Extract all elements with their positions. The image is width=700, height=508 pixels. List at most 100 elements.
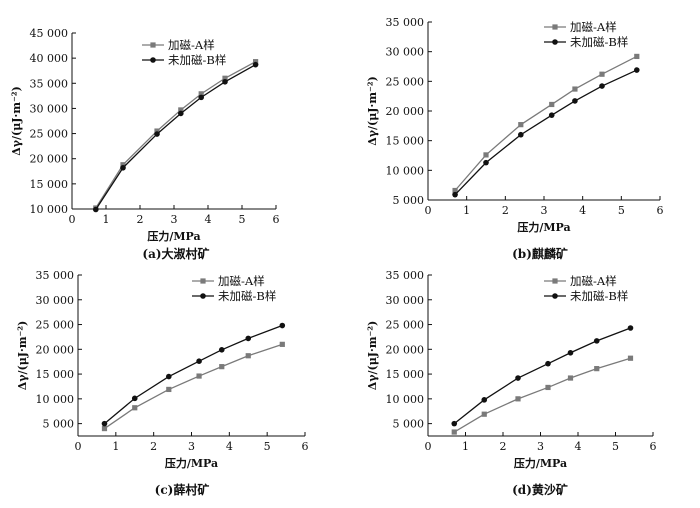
series-line-square (454, 55, 638, 191)
legend-marker-square (150, 42, 156, 48)
y-tick-label: 15 000 (386, 135, 425, 148)
data-point-circle (545, 360, 551, 367)
legend-label: 未加磁-B样 (218, 289, 276, 303)
data-point-square (452, 187, 458, 194)
data-point-square (219, 364, 225, 370)
x-axis-title: 压力/MPa (517, 220, 570, 234)
data-point-circle (178, 110, 184, 117)
series-line-circle (95, 64, 256, 210)
y-tick-label: 5 000 (393, 194, 425, 207)
data-point-circle (154, 131, 160, 137)
data-point-square (549, 101, 555, 108)
data-point-square (198, 91, 204, 97)
data-point-circle (515, 375, 521, 381)
y-tick-label: 15 000 (386, 368, 425, 381)
y-tick-label: 5 000 (43, 418, 75, 431)
x-tick-label: 4 (205, 213, 212, 226)
y-tick-label: 15 000 (36, 368, 75, 381)
x-tick-label: 5 (239, 213, 246, 226)
x-tick-label: 6 (650, 440, 657, 453)
x-tick-label: 1 (462, 440, 469, 453)
y-tick-label: 20 000 (386, 105, 425, 118)
x-tick-label: 0 (75, 440, 82, 453)
data-point-square (154, 128, 160, 134)
data-point-square (518, 122, 524, 128)
legend-label: 未加磁-B样 (168, 53, 226, 67)
data-point-square (627, 355, 634, 361)
y-tick-label: 20 000 (386, 343, 425, 356)
y-tick-label: 35 000 (36, 269, 75, 282)
y-axis-title: Δγ/(μJ·m⁻²) (366, 321, 379, 391)
x-tick-label: 0 (425, 440, 432, 453)
data-point-circle (93, 206, 99, 213)
y-tick-label: 35 000 (386, 16, 425, 29)
data-point-square (166, 386, 172, 393)
data-point-circle (599, 83, 605, 89)
y-axis-title: Δγ/(μJ·m⁻²) (366, 76, 379, 146)
data-point-circle (252, 61, 259, 68)
y-tick-label: 30 000 (386, 46, 425, 59)
legend-marker-circle (200, 293, 206, 299)
x-tick-label: 5 (264, 440, 271, 453)
data-point-square (634, 53, 640, 60)
x-tick-label: 2 (502, 204, 509, 217)
y-tick-label: 30 000 (30, 102, 69, 115)
data-point-circle (483, 159, 489, 166)
data-point-circle (245, 335, 252, 342)
legend-marker-square (552, 278, 558, 284)
panel-d: 0 1 2 3 4 5 6 5 000 10 000 15 000 20 000 25 000 30 0… (366, 269, 657, 497)
panel-caption: (d)黄沙矿 (512, 482, 568, 497)
series-line-circle (454, 69, 638, 196)
y-tick-label: 20 000 (30, 153, 69, 166)
y-tick-label: 30 000 (386, 294, 425, 307)
panel-c: 0 1 2 3 4 5 6 5 000 10 000 15 000 20 000 25 000 30 0… (16, 269, 309, 497)
x-tick-label: 3 (541, 204, 548, 217)
x-axis-title: 压力/MPa (514, 456, 567, 470)
x-tick-label: 4 (579, 204, 586, 217)
data-point-square (567, 375, 574, 381)
y-tick-label: 20 000 (36, 343, 75, 356)
y-tick-label: 25 000 (36, 319, 75, 332)
data-point-circle (452, 191, 458, 198)
y-tick-label: 10 000 (386, 393, 425, 406)
data-point-circle (196, 358, 202, 364)
x-tick-label: 6 (657, 204, 664, 217)
x-axis-title: 压力/MPa (165, 456, 218, 470)
y-tick-label: 25 000 (30, 128, 69, 141)
legend-marker-circle (150, 57, 156, 63)
series-line-circle (104, 324, 283, 425)
data-point-circle (567, 349, 574, 356)
data-point-square (483, 152, 489, 158)
legend-marker-circle (552, 39, 558, 45)
y-axis-title: Δγ/(μJ·m⁻²) (16, 321, 29, 391)
x-tick-label: 3 (171, 213, 178, 226)
data-point-square (101, 425, 108, 432)
legend-label: 加磁-A样 (168, 38, 215, 52)
data-point-circle (120, 164, 126, 171)
data-point-square (572, 86, 578, 92)
data-point-square (222, 75, 228, 81)
y-tick-label: 45 000 (30, 27, 69, 40)
x-tick-label: 3 (188, 440, 195, 453)
legend-marker-circle (552, 293, 558, 299)
y-tick-label: 35 000 (386, 269, 425, 282)
legend-label: 加磁-A样 (570, 20, 617, 34)
x-tick-label: 4 (575, 440, 582, 453)
data-point-circle (101, 420, 108, 427)
legend-label: 加磁-A样 (570, 274, 617, 288)
y-tick-label: 30 000 (36, 294, 75, 307)
x-tick-label: 5 (612, 440, 619, 453)
x-tick-label: 2 (150, 440, 157, 453)
data-point-circle (218, 347, 225, 353)
data-point-circle (548, 112, 555, 118)
panel-a: 0 1 2 3 4 5 6 10 000 15 000 20 000 25 000 30 000 35 … (10, 27, 280, 261)
data-point-square (196, 373, 202, 379)
x-tick-label: 2 (137, 213, 144, 226)
data-point-square (599, 71, 605, 77)
data-point-square (545, 384, 551, 391)
legend-label: 未加磁-B样 (570, 35, 628, 49)
x-tick-label: 6 (302, 440, 309, 453)
y-tick-label: 35 000 (30, 77, 69, 90)
data-point-circle (166, 373, 172, 380)
